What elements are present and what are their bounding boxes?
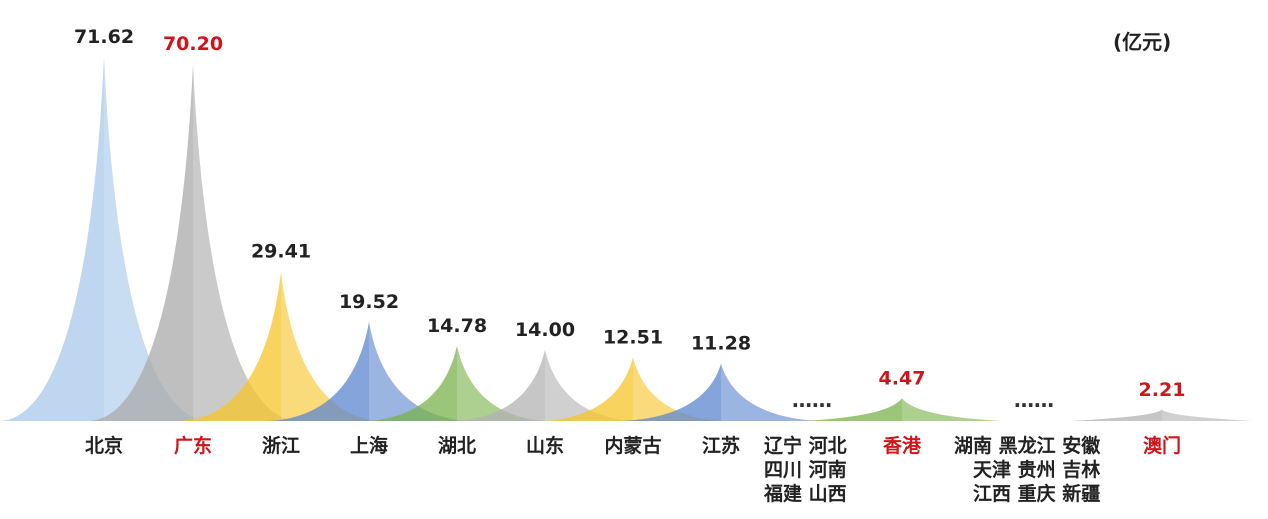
category-label-4: 湖北: [437, 435, 477, 457]
peak-shade-6: [633, 357, 723, 421]
peak-3: [269, 321, 469, 421]
peak-shade-9: [1162, 409, 1252, 421]
peak-9: [1072, 409, 1252, 421]
group2-row: 江西 重庆 新疆: [973, 483, 1101, 505]
peak-6: [543, 357, 723, 421]
group1-row: 福建 山西: [764, 483, 847, 505]
category-label-7: 江苏: [701, 435, 741, 457]
category-group-2: 湖南 黑龙江 安徽 天津 贵州 吉林 江西 重庆 新疆: [954, 434, 1100, 506]
peak-0: [0, 57, 208, 421]
category-label-2: 浙江: [261, 435, 301, 457]
value-label-8: 4.47: [879, 367, 926, 389]
peak-2: [181, 271, 381, 421]
peak-7: [623, 363, 819, 421]
ellipsis-1: ……: [792, 388, 832, 412]
category-label-0: 北京: [84, 435, 124, 457]
category-group-1: 辽宁 河北 四川 河南 福建 山西: [764, 434, 847, 506]
peak-shade-7: [721, 363, 819, 421]
value-label-4: 14.78: [427, 315, 487, 337]
category-label-9: 澳门: [1142, 435, 1182, 457]
value-label-3: 19.52: [339, 291, 399, 313]
group1-row: 辽宁 河北: [764, 435, 847, 457]
peak-shade-4: [457, 345, 547, 421]
category-label-3: 上海: [349, 435, 389, 457]
peak-shade-8: [902, 398, 1002, 421]
ellipsis-2: ……: [1014, 388, 1054, 412]
peak-shade-5: [545, 349, 635, 421]
value-label-6: 12.51: [603, 326, 663, 348]
value-label-1: 70.20: [163, 33, 223, 55]
peak-shade-2: [281, 271, 381, 421]
category-label-5: 山东: [525, 435, 565, 457]
category-label-1: 广东: [173, 435, 213, 457]
value-label-9: 2.21: [1139, 379, 1186, 401]
value-label-7: 11.28: [691, 333, 751, 355]
group2-row: 天津 贵州 吉林: [973, 459, 1101, 481]
category-label-6: 内蒙古: [604, 435, 662, 457]
value-label-2: 29.41: [251, 241, 311, 263]
unit-label: (亿元): [1113, 30, 1172, 54]
peak-5: [455, 349, 635, 421]
peak-shade-3: [369, 321, 469, 421]
peak-1: [89, 64, 297, 421]
group1-row: 四川 河南: [764, 459, 847, 481]
peak-shade-1: [193, 64, 297, 421]
group2-row: 湖南 黑龙江 安徽: [954, 435, 1101, 457]
peak-shade-0: [104, 57, 208, 421]
value-label-0: 71.62: [74, 26, 134, 48]
category-label-8: 香港: [882, 435, 922, 457]
peak-8: [802, 398, 1002, 421]
value-label-5: 14.00: [515, 319, 575, 341]
peak-4: [367, 345, 547, 421]
